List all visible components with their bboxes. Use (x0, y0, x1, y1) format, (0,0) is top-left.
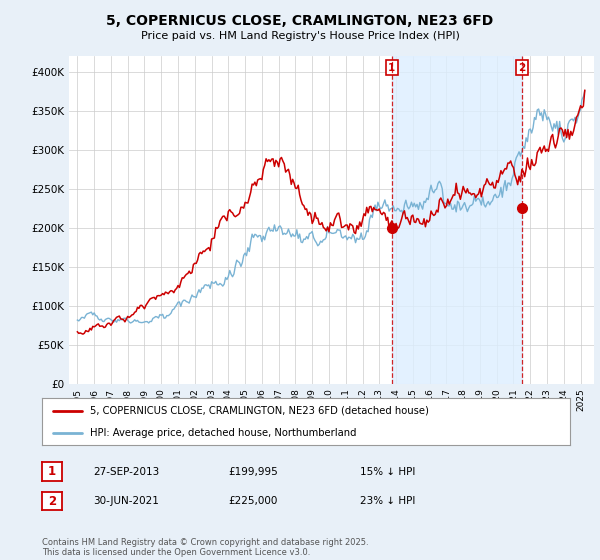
Text: 2: 2 (48, 494, 56, 508)
Text: £225,000: £225,000 (228, 496, 277, 506)
Text: Price paid vs. HM Land Registry's House Price Index (HPI): Price paid vs. HM Land Registry's House … (140, 31, 460, 41)
Text: HPI: Average price, detached house, Northumberland: HPI: Average price, detached house, Nort… (89, 428, 356, 438)
Text: 15% ↓ HPI: 15% ↓ HPI (360, 466, 415, 477)
Text: 2: 2 (518, 63, 526, 73)
Bar (392, 56, 522, 384)
Text: £199,995: £199,995 (228, 466, 278, 477)
Text: Contains HM Land Registry data © Crown copyright and database right 2025.
This d: Contains HM Land Registry data © Crown c… (42, 538, 368, 557)
Text: 1: 1 (48, 465, 56, 478)
Text: 23% ↓ HPI: 23% ↓ HPI (360, 496, 415, 506)
Text: 5, COPERNICUS CLOSE, CRAMLINGTON, NE23 6FD: 5, COPERNICUS CLOSE, CRAMLINGTON, NE23 6… (106, 14, 494, 28)
Text: 30-JUN-2021: 30-JUN-2021 (93, 496, 159, 506)
Text: 1: 1 (388, 63, 395, 73)
Text: 5, COPERNICUS CLOSE, CRAMLINGTON, NE23 6FD (detached house): 5, COPERNICUS CLOSE, CRAMLINGTON, NE23 6… (89, 406, 428, 416)
Text: 27-SEP-2013: 27-SEP-2013 (93, 466, 159, 477)
